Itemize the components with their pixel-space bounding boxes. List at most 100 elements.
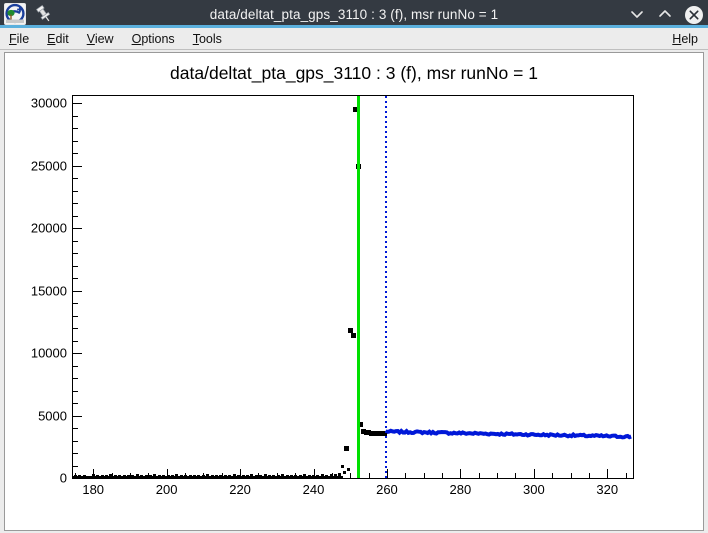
menu-tools[interactable]: Tools (192, 31, 222, 46)
data-point (101, 475, 105, 479)
data-point (249, 475, 253, 479)
data-point (269, 475, 273, 479)
data-point (287, 475, 291, 479)
data-point (198, 475, 202, 479)
data-point (259, 475, 263, 479)
menu-options[interactable]: Options (131, 31, 175, 46)
data-point (309, 475, 313, 479)
data-point (366, 430, 372, 436)
y-axis-minor-tick (73, 328, 78, 330)
x-axis-label: 240 (302, 482, 325, 497)
data-point (315, 475, 319, 479)
data-point (245, 475, 248, 479)
title-bar: data/deltat_pta_gps_3110 : 3 (f), msr ru… (0, 0, 708, 28)
data-point (297, 475, 301, 479)
data-point (224, 475, 228, 479)
x-axis-minor-tick (148, 473, 150, 478)
data-point (236, 475, 240, 479)
data-point (329, 474, 333, 477)
data-point (206, 475, 210, 479)
x-axis-minor-tick (552, 473, 554, 478)
data-point (338, 472, 342, 476)
x-axis-minor-tick (625, 473, 627, 478)
data-point (103, 475, 107, 479)
data-point (305, 475, 309, 479)
menu-view[interactable]: View (86, 31, 114, 46)
y-axis-label: 15000 (30, 283, 67, 299)
x-axis-tick (93, 469, 95, 478)
x-axis-minor-tick (478, 473, 480, 478)
data-point (360, 429, 366, 435)
data-point (158, 475, 162, 479)
x-axis-minor-tick (570, 473, 572, 478)
data-point (208, 475, 212, 479)
menu-help[interactable]: Help (672, 31, 698, 46)
y-axis-minor-tick (73, 190, 78, 192)
pin-icon[interactable] (33, 3, 55, 25)
data-point (93, 475, 97, 479)
plot-frame[interactable]: 0 5000 10000 15000 20000 25000 30000 180 200 220 2… (31, 95, 634, 497)
data-point (166, 475, 170, 479)
y-axis-minor-tick (73, 378, 78, 380)
data-point (121, 475, 125, 479)
data-point (180, 475, 184, 479)
data-point (115, 475, 119, 479)
data-point (105, 475, 109, 479)
fit-start-line (385, 96, 388, 478)
plot-canvas[interactable]: data/deltat_pta_gps_3110 : 3 (f), msr ru… (4, 52, 704, 531)
data-point (240, 475, 244, 479)
data-point (335, 475, 339, 479)
data-point (137, 475, 141, 479)
y-axis-minor-tick (73, 465, 78, 467)
data-point (295, 475, 299, 479)
y-axis-label: 20000 (30, 220, 67, 236)
close-icon[interactable] (684, 5, 703, 24)
data-point (371, 430, 377, 436)
x-axis-label: 200 (155, 482, 178, 497)
data-point (368, 430, 374, 436)
minimize-icon[interactable] (628, 5, 646, 23)
menu-file[interactable]: File (9, 31, 30, 46)
data-point (91, 473, 95, 477)
data-point (107, 475, 111, 479)
data-point (206, 474, 210, 478)
data-point (378, 431, 384, 437)
data-point (73, 475, 77, 479)
menu-edit[interactable]: Edit (47, 31, 69, 46)
data-point (311, 475, 315, 479)
data-point (277, 475, 281, 479)
data-point (174, 475, 178, 479)
x-axis-label: 300 (522, 482, 545, 497)
root-logo-icon (3, 2, 27, 26)
data-point (337, 475, 341, 479)
data-point (313, 475, 317, 479)
data-point (162, 475, 166, 479)
data-point (230, 475, 234, 479)
data-point (172, 475, 176, 479)
data-point (160, 475, 164, 479)
data-point (109, 475, 113, 479)
data-point (348, 328, 354, 334)
data-point (267, 475, 271, 479)
data-point (131, 475, 135, 479)
data-point (342, 471, 346, 475)
x-axis-label: 180 (82, 482, 105, 497)
y-axis-tick (73, 290, 82, 292)
x-axis-minor-tick (442, 473, 444, 478)
window-controls (628, 0, 703, 28)
y-axis-tick (73, 228, 82, 230)
data-point (289, 475, 293, 479)
data-point (204, 475, 208, 479)
data-point (135, 474, 139, 478)
maximize-icon[interactable] (656, 5, 674, 23)
x-axis-minor-tick (405, 473, 407, 478)
data-point (303, 474, 307, 478)
data-point (263, 475, 267, 479)
data-point (200, 475, 204, 479)
data-point (81, 475, 85, 479)
fit-curve (384, 428, 632, 440)
y-axis-label: 30000 (30, 95, 67, 111)
data-point (247, 475, 251, 479)
data-point (251, 475, 255, 479)
